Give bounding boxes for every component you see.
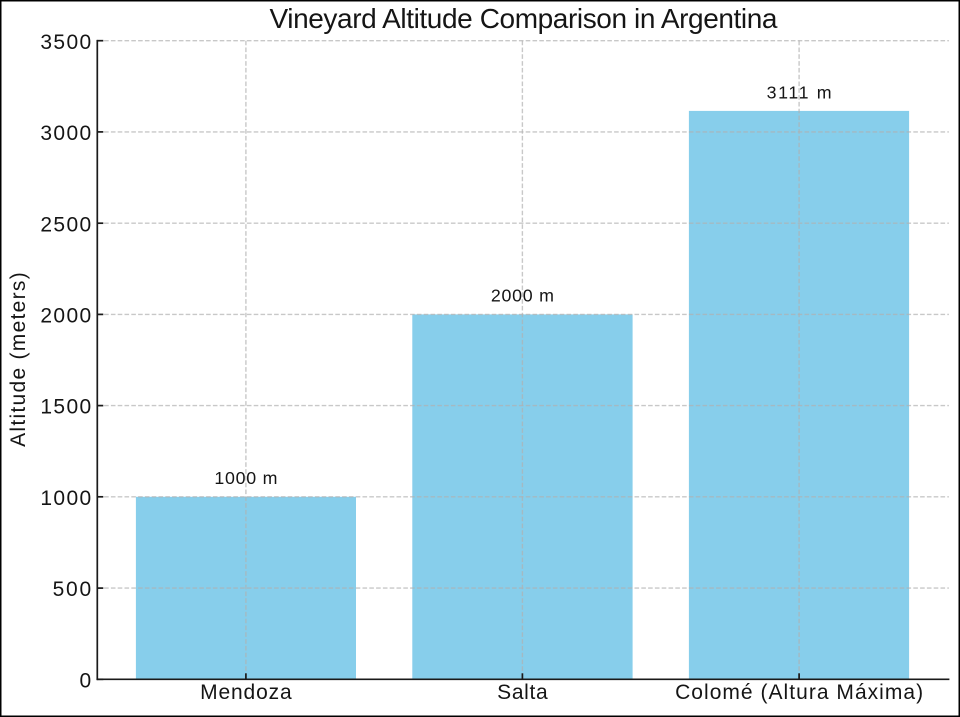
svg-text:Vineyard Altitude Comparison i: Vineyard Altitude Comparison in Argentin… <box>270 3 778 34</box>
svg-text:Altitude (meters): Altitude (meters) <box>7 272 30 447</box>
svg-text:Salta: Salta <box>497 681 548 704</box>
svg-text:Mendoza: Mendoza <box>200 681 292 704</box>
svg-text:1000 m: 1000 m <box>214 468 277 488</box>
svg-text:2000 m: 2000 m <box>491 286 554 306</box>
svg-text:3000: 3000 <box>40 122 91 145</box>
svg-text:500: 500 <box>53 578 92 601</box>
svg-text:2500: 2500 <box>40 213 91 236</box>
svg-text:3111 m: 3111 m <box>767 83 832 103</box>
svg-text:1500: 1500 <box>40 396 91 419</box>
svg-text:3500: 3500 <box>40 31 91 54</box>
svg-text:Colomé (Altura Máxima): Colomé (Altura Máxima) <box>675 681 923 704</box>
svg-text:1000: 1000 <box>40 487 91 510</box>
svg-text:0: 0 <box>80 669 92 692</box>
svg-text:2000: 2000 <box>40 305 91 328</box>
